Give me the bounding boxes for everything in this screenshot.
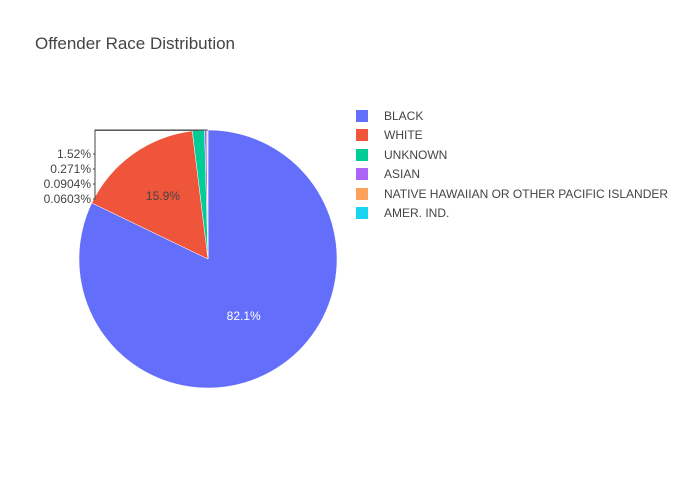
slice-label-white: 15.9%	[146, 189, 180, 203]
legend-label-white: WHITE	[384, 128, 423, 143]
legend-label-unknown: UNKNOWN	[384, 147, 448, 162]
legend-swatch-native-hawaiian-or-other-pacific-islander	[356, 187, 368, 200]
legend-item-native-hawaiian-or-other-pacific-islander[interactable]: NATIVE HAWAIIAN OR OTHER PACIFIC ISLANDE…	[356, 184, 668, 204]
legend-label-native-hawaiian-or-other-pacific-islander: NATIVE HAWAIIAN OR OTHER PACIFIC ISLANDE…	[384, 186, 669, 201]
chart-title: Offender Race Distribution	[35, 34, 236, 53]
legend-item-white[interactable]: WHITE	[356, 126, 668, 146]
leader-line-amer-ind-	[93, 129, 208, 200]
legend-item-amer-ind-[interactable]: AMER. IND.	[356, 204, 668, 224]
slice-label-asian: 0.271%	[50, 162, 91, 176]
legend-label-amer-ind-: AMER. IND.	[384, 206, 450, 221]
legend-item-black[interactable]: BLACK	[356, 106, 668, 126]
slice-label-black: 82.1%	[227, 309, 261, 323]
legend-swatch-white	[356, 129, 368, 142]
legend: BLACK WHITE UNKNOWN ASIAN NATIVE HAWAIIAN OR…	[356, 106, 668, 223]
legend-label-asian: ASIAN	[384, 167, 421, 182]
legend-swatch-black	[356, 109, 368, 122]
legend-label-black: BLACK	[384, 108, 424, 123]
legend-swatch-unknown	[356, 148, 368, 161]
pie-slice-white[interactable]	[91, 130, 209, 260]
slice-label-amer-ind-: 0.0603%	[44, 192, 92, 206]
slice-label-native-hawaiian-or-other-pacific-islander: 0.0904%	[44, 177, 92, 191]
legend-swatch-amer-ind-	[356, 207, 368, 220]
legend-item-asian[interactable]: ASIAN	[356, 165, 668, 185]
legend-item-unknown[interactable]: UNKNOWN	[356, 145, 668, 165]
legend-swatch-asian	[356, 168, 368, 181]
slice-label-unknown: 1.52%	[57, 147, 91, 161]
